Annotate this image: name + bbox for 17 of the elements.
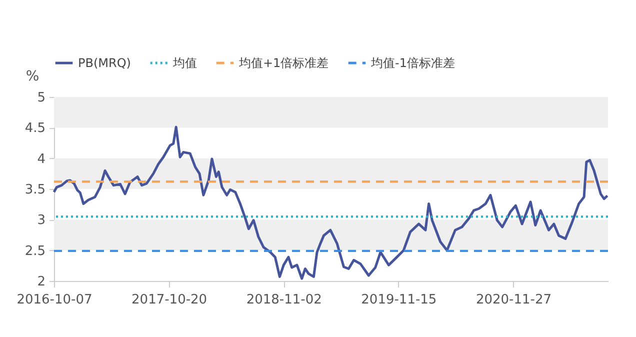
y-tick-label: 4.5 — [24, 121, 46, 136]
y-axis-title: % — [26, 68, 40, 84]
x-tick-label: 2020-11-27 — [476, 292, 552, 308]
legend-label: 均值+1倍标准差 — [238, 56, 329, 70]
x-tick-label: 2018-11-02 — [246, 292, 322, 308]
y-tick-label: 5 — [37, 90, 46, 106]
y-tick-label: 2 — [37, 274, 46, 290]
legend-label: 均值 — [172, 56, 197, 70]
x-tick-label: 2016-10-07 — [16, 292, 92, 308]
x-tick-label: 2019-11-15 — [361, 292, 437, 308]
legend-label: 均值-1倍标准差 — [370, 56, 455, 70]
x-tick-label: 2017-10-20 — [132, 292, 208, 308]
y-tick-label: 3 — [37, 213, 46, 228]
y-tick-label: 2.5 — [24, 244, 46, 259]
legend-label: PB(MRQ) — [78, 56, 131, 70]
y-tick-label: 4 — [37, 152, 46, 167]
y-tick-label: 3.5 — [24, 182, 46, 198]
